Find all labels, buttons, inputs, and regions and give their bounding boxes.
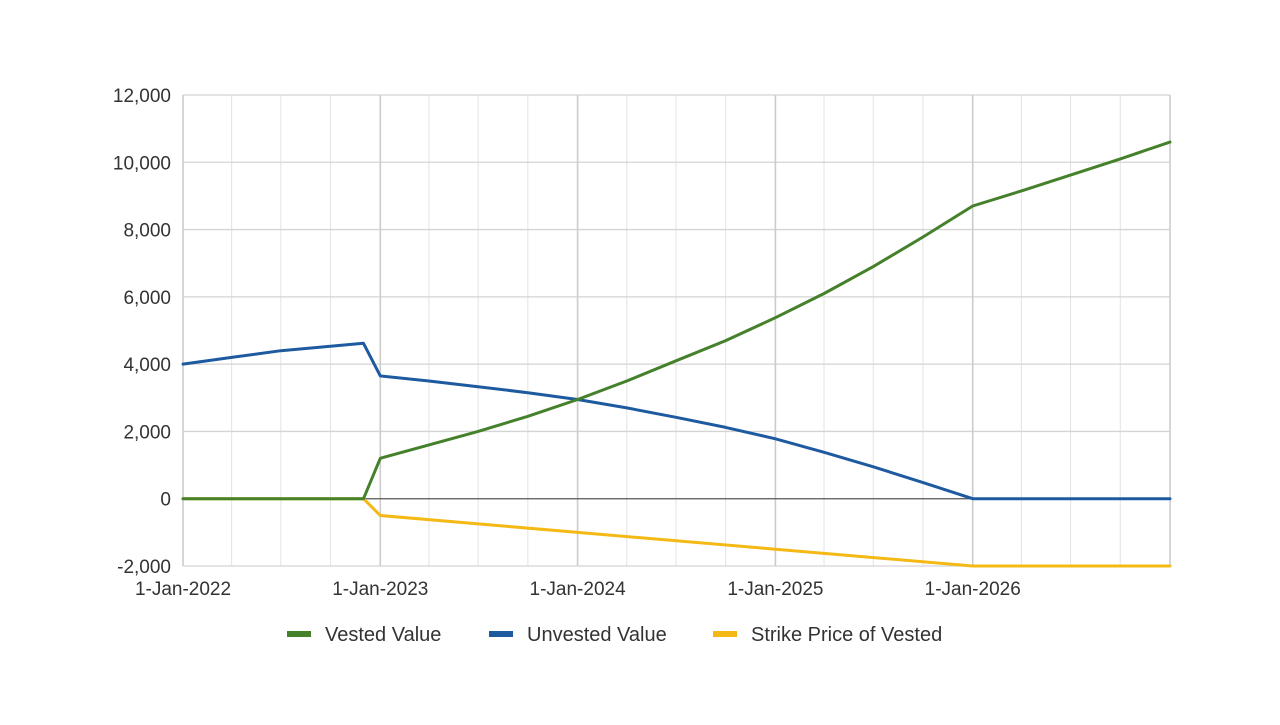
x-axis-tick-labels: 1-Jan-2022 1-Jan-2023 1-Jan-2024 1-Jan-2025… bbox=[135, 579, 1021, 600]
legend: Vested Value Unvested Value Strike Price o… bbox=[287, 624, 942, 646]
legend-label: Unvested Value bbox=[527, 624, 667, 646]
y-tick-label: 6,000 bbox=[123, 288, 171, 309]
series-line-vested-value bbox=[181, 140, 1172, 501]
y-tick-label: 2,000 bbox=[123, 422, 171, 443]
x-tick-label: 1-Jan-2022 bbox=[135, 579, 231, 600]
series-line-unvested-value bbox=[181, 341, 1172, 501]
minor-gridlines bbox=[182, 95, 1171, 566]
y-tick-label: 8,000 bbox=[123, 221, 171, 242]
y-axis-tick-labels: 12,000 10,000 8,000 6,000 4,000 2,000 0 -2,000 bbox=[113, 86, 171, 578]
y-tick-label: 10,000 bbox=[113, 153, 171, 174]
series-lines bbox=[181, 140, 1172, 568]
x-tick-label: 1-Jan-2023 bbox=[332, 579, 428, 600]
y-tick-label: -2,000 bbox=[117, 557, 171, 578]
x-tick-label: 1-Jan-2026 bbox=[925, 579, 1021, 600]
y-tick-label: 0 bbox=[160, 490, 171, 511]
x-tick-label: 1-Jan-2025 bbox=[727, 579, 823, 600]
x-tick-label: 1-Jan-2024 bbox=[530, 579, 627, 600]
legend-item[interactable]: Strike Price of Vested bbox=[713, 624, 942, 646]
legend-label: Vested Value bbox=[325, 624, 441, 646]
major-gridlines bbox=[182, 94, 1171, 567]
legend-item[interactable]: Vested Value bbox=[287, 624, 441, 646]
y-tick-label: 12,000 bbox=[113, 86, 171, 107]
y-tick-label: 4,000 bbox=[123, 355, 171, 376]
legend-label: Strike Price of Vested bbox=[751, 624, 942, 646]
legend-item[interactable]: Unvested Value bbox=[489, 624, 667, 646]
